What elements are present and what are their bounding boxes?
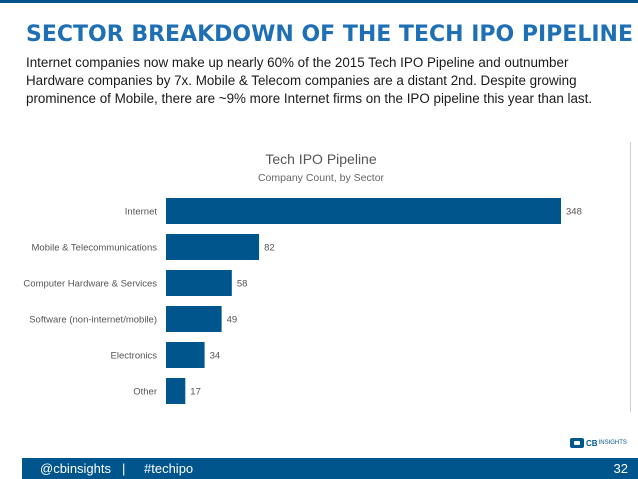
category-label: Software (non-internet/mobile) <box>29 315 157 326</box>
category-label: Electronics <box>111 351 158 362</box>
bar-group: Internet 348 Mobile & Telecommunications 82… <box>23 198 582 404</box>
value-label: 82 <box>264 243 275 254</box>
value-label: 348 <box>566 207 582 218</box>
value-label: 49 <box>227 315 238 326</box>
footer-hashtag: #techipo <box>144 461 194 476</box>
bar <box>166 270 232 296</box>
footer-separator: | <box>122 461 126 476</box>
chart-subtitle: Company Count, by Sector <box>258 172 385 184</box>
logo-mark-icon <box>570 438 584 448</box>
side-divider <box>630 142 631 412</box>
logo-text: CB <box>586 438 598 448</box>
footer-bar: @cbinsights | #techipo 32 <box>22 458 638 479</box>
bar <box>166 378 186 404</box>
bar <box>166 306 222 332</box>
value-label: 34 <box>210 351 221 362</box>
bar <box>166 234 260 260</box>
value-label: 17 <box>190 387 201 398</box>
intro-paragraph: Internet companies now make up nearly 60… <box>26 55 593 106</box>
value-label: 58 <box>237 279 248 290</box>
logo-subtext: INSIGHTS <box>598 440 627 446</box>
chart-title: Tech IPO Pipeline <box>265 151 376 167</box>
page-number: 32 <box>613 461 628 476</box>
slide-title: SECTOR BREAKDOWN OF THE TECH IPO PIPELIN… <box>26 22 633 47</box>
category-label: Other <box>133 387 157 398</box>
top-accent-rule <box>0 0 638 3</box>
category-label: Mobile & Telecommunications <box>32 243 158 254</box>
category-label: Computer Hardware & Services <box>23 279 157 290</box>
bar <box>166 198 561 224</box>
category-label: Internet <box>125 207 158 218</box>
bar <box>166 342 205 368</box>
footer-handle: @cbinsights <box>40 461 112 476</box>
cb-insights-logo: CB INSIGHTS <box>570 438 627 448</box>
bar-chart: Tech IPO Pipeline Company Count, by Sect… <box>23 151 582 404</box>
